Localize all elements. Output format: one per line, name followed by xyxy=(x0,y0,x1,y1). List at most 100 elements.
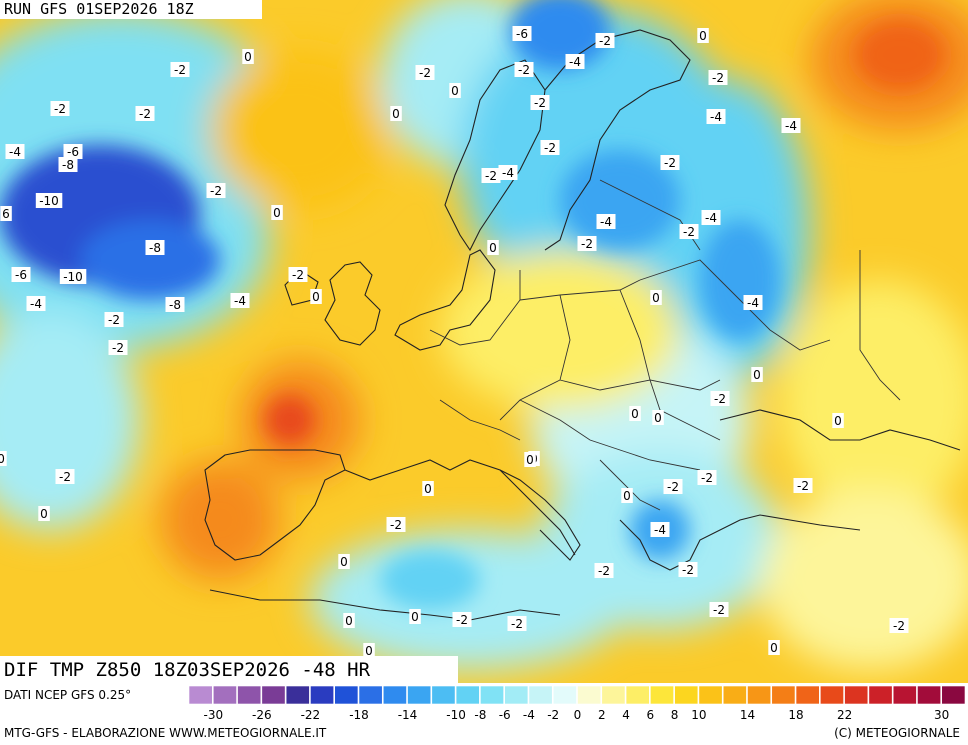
color-scale-tick: 8 xyxy=(671,708,679,722)
contour-label-text: -10 xyxy=(39,194,59,208)
contour-label: 0 xyxy=(0,451,7,466)
contour-label: -2 xyxy=(206,183,226,198)
color-scale-tick: 2 xyxy=(598,708,606,722)
contour-label-box xyxy=(487,240,499,255)
contour-label: -2 xyxy=(678,562,698,577)
contour-label-box xyxy=(338,554,350,569)
contour-label-box xyxy=(565,54,585,69)
contour-label: 0 xyxy=(697,28,709,43)
contour-label-box xyxy=(55,469,75,484)
contour-label-box xyxy=(530,95,550,110)
contour-label-text: -2 xyxy=(419,66,431,80)
color-scale-tick: 10 xyxy=(691,708,706,722)
contour-label-box xyxy=(663,479,683,494)
contour-label-text: 0 xyxy=(411,610,419,624)
contour-label-text: -2 xyxy=(598,564,610,578)
contour-label-text: -2 xyxy=(112,341,124,355)
contour-label-text: 0 xyxy=(623,489,631,503)
color-scale-tick: -4 xyxy=(523,708,535,722)
contour-label: -4 xyxy=(26,296,46,311)
contour-label: 0 xyxy=(363,643,375,658)
contour-label-text: -2 xyxy=(485,169,497,183)
contour-label-text: -2 xyxy=(390,518,402,532)
contour-label: -8 xyxy=(165,297,185,312)
contour-label: -2 xyxy=(507,616,527,631)
contour-label: -6 xyxy=(512,26,532,41)
color-swatch xyxy=(650,686,674,705)
contour-label-text: 0 xyxy=(0,452,5,466)
contour-label: 0 xyxy=(338,554,350,569)
contour-label-box xyxy=(512,26,532,41)
contour-label-text: -2 xyxy=(701,471,713,485)
contour-label-box xyxy=(701,210,721,225)
color-scale-tick: -30 xyxy=(203,708,223,722)
contour-label: 6 xyxy=(0,206,12,221)
contour-label: -6 xyxy=(63,144,83,159)
contour-label: -2 xyxy=(595,33,615,48)
contour-label-box xyxy=(271,205,283,220)
contour-label-box xyxy=(679,224,699,239)
contour-label-box xyxy=(768,640,780,655)
contour-label: 0 xyxy=(524,452,536,467)
contour-label-text: -6 xyxy=(67,145,79,159)
contour-label-box xyxy=(889,618,909,633)
contour-label-box xyxy=(170,62,190,77)
contour-label-text: -2 xyxy=(581,237,593,251)
contour-label: -2 xyxy=(50,101,70,116)
contour-label: -2 xyxy=(697,470,717,485)
contour-label-box xyxy=(390,106,402,121)
contour-label: -4 xyxy=(743,295,763,310)
contour-label-box xyxy=(629,406,641,421)
contour-label-box xyxy=(135,106,155,121)
contour-label-text: -2 xyxy=(292,268,304,282)
contour-label: -2 xyxy=(709,602,729,617)
contour-label: 0 xyxy=(832,413,844,428)
contour-label-text: -2 xyxy=(139,107,151,121)
color-swatch xyxy=(552,686,577,705)
contour-label-box xyxy=(577,236,597,251)
contour-label: -10 xyxy=(59,269,87,284)
color-swatch xyxy=(334,686,359,705)
contour-label: -2 xyxy=(530,95,550,110)
contour-label-text: -8 xyxy=(62,158,74,172)
contour-label: -2 xyxy=(594,563,614,578)
contour-label-box xyxy=(697,470,717,485)
contour-label: -2 xyxy=(415,65,435,80)
contour-label-text: -4 xyxy=(502,166,514,180)
contour-label-text: 0 xyxy=(489,241,497,255)
color-scale-tick: 30 xyxy=(934,708,949,722)
contour-label-box xyxy=(108,340,128,355)
contour-label-box xyxy=(540,140,560,155)
contour-label-text: 0 xyxy=(40,507,48,521)
contour-label-box xyxy=(524,452,536,467)
country-borders xyxy=(429,179,901,511)
contour-label-box xyxy=(26,296,46,311)
contour-label-text: 0 xyxy=(424,482,432,496)
contour-label-box xyxy=(697,28,709,43)
contour-label-text: -2 xyxy=(210,184,222,198)
contour-label: -2 xyxy=(135,106,155,121)
color-swatch xyxy=(455,686,480,705)
color-scale-tick: 22 xyxy=(837,708,852,722)
contour-label-text: -2 xyxy=(714,392,726,406)
contour-label-text: -2 xyxy=(544,141,556,155)
color-scale-tick: 18 xyxy=(788,708,803,722)
data-source-label: DATI NCEP GFS 0.25° xyxy=(4,688,132,702)
contour-label-box xyxy=(652,410,664,425)
contour-label-text: -4 xyxy=(710,110,722,124)
contour-label: -10 xyxy=(35,193,63,208)
contour-label-box xyxy=(621,488,633,503)
contour-label-box xyxy=(751,367,763,382)
field-info-label: DIF TMP Z850 18Z03SEP2026 -48 HR xyxy=(0,656,458,683)
contour-label-text: 0 xyxy=(526,453,534,467)
contour-label-text: -2 xyxy=(683,225,695,239)
contour-label-text: -2 xyxy=(712,71,724,85)
contour-label-text: -6 xyxy=(15,268,27,282)
color-scale-tick: 0 xyxy=(574,708,582,722)
contour-label-text: -8 xyxy=(169,298,181,312)
contour-label-text: 0 xyxy=(451,84,459,98)
color-swatch xyxy=(795,686,820,705)
temperature-anomaly-map: -6 -2 0-2-4-2-20-20-2-4-2-40-2-2-4 -6-8 -2-2… xyxy=(0,0,968,683)
color-scale-tick: -18 xyxy=(349,708,369,722)
